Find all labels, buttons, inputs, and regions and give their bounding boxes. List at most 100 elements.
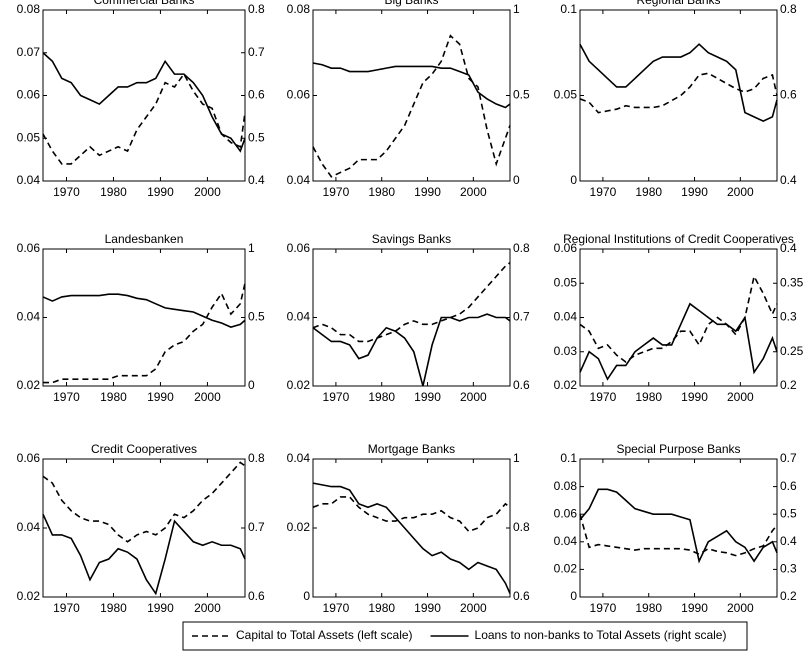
y-tick-label: 0.03 xyxy=(554,344,578,358)
x-tick-label: 1990 xyxy=(147,601,174,615)
y-tick-label: 0.04 xyxy=(554,534,578,548)
y2-tick-label: 0.4 xyxy=(780,241,797,255)
series-line xyxy=(42,293,246,328)
series-line xyxy=(312,262,511,343)
series-line xyxy=(579,488,778,564)
y-tick-label: 0.02 xyxy=(554,378,578,392)
y2-tick-label: 0.2 xyxy=(780,589,797,603)
x-tick-label: 2000 xyxy=(194,390,221,404)
panel-title: Regional Banks xyxy=(636,0,720,7)
y-tick-label: 0.05 xyxy=(554,275,578,289)
y-tick-label: 0.04 xyxy=(17,173,41,187)
x-tick-label: 1990 xyxy=(414,390,441,404)
y-tick-label: 0.06 xyxy=(554,241,578,255)
y2-tick-label: 0.8 xyxy=(248,451,265,465)
series-line xyxy=(579,72,778,114)
series-line xyxy=(43,283,246,384)
y-tick-label: 0.06 xyxy=(17,88,41,102)
plot-frame xyxy=(312,9,511,182)
y2-tick-label: 0.6 xyxy=(513,378,530,392)
x-tick-label: 1970 xyxy=(590,185,617,199)
x-tick-label: 2000 xyxy=(727,390,754,404)
y-tick-label: 0.05 xyxy=(17,130,41,144)
y2-tick-label: 0.35 xyxy=(780,275,804,289)
x-tick-label: 1990 xyxy=(414,601,441,615)
y-tick-label: 0.06 xyxy=(554,506,578,520)
y2-tick-label: 0.8 xyxy=(513,520,530,534)
y-tick-label: 0.04 xyxy=(287,173,311,187)
series-line xyxy=(42,461,246,543)
y-tick-label: 0.06 xyxy=(287,88,311,102)
series-line xyxy=(579,302,778,381)
legend-label: Loans to non-banks to Total Assets (righ… xyxy=(475,628,727,642)
y2-tick-label: 0.7 xyxy=(780,451,797,465)
x-tick-label: 1970 xyxy=(323,390,350,404)
x-tick-label: 1990 xyxy=(414,185,441,199)
y-tick-label: 0 xyxy=(303,589,310,603)
y-tick-label: 0.02 xyxy=(554,562,578,576)
y2-tick-label: 0.6 xyxy=(780,88,797,102)
y2-tick-label: 0.7 xyxy=(513,310,530,324)
plot-frame xyxy=(312,458,511,598)
panel-title: Special Purpose Banks xyxy=(616,442,740,456)
y-tick-label: 0.04 xyxy=(287,451,311,465)
x-tick-label: 2000 xyxy=(460,390,487,404)
y2-tick-label: 0.2 xyxy=(780,378,797,392)
x-tick-label: 1980 xyxy=(100,601,127,615)
x-tick-label: 2000 xyxy=(460,185,487,199)
x-tick-label: 2000 xyxy=(727,601,754,615)
panel-title: Landesbanken xyxy=(105,232,184,246)
y2-tick-label: 0.8 xyxy=(513,241,530,255)
y-tick-label: 0.02 xyxy=(17,378,41,392)
series-line xyxy=(312,482,511,594)
x-tick-label: 1970 xyxy=(53,185,80,199)
y2-tick-label: 0.7 xyxy=(248,45,265,59)
y2-tick-label: 0.6 xyxy=(780,479,797,493)
y2-tick-label: 0.5 xyxy=(248,130,265,144)
y2-tick-label: 0.4 xyxy=(780,173,797,187)
x-tick-label: 1990 xyxy=(681,185,708,199)
y-tick-label: 0.04 xyxy=(554,310,578,324)
x-tick-label: 1980 xyxy=(368,601,395,615)
y2-tick-label: 0.4 xyxy=(780,534,797,548)
y2-tick-label: 0.8 xyxy=(780,2,797,16)
series-line xyxy=(42,72,246,165)
y2-tick-label: 0 xyxy=(513,173,520,187)
x-tick-label: 1990 xyxy=(681,390,708,404)
x-tick-label: 1970 xyxy=(53,601,80,615)
plot-frame xyxy=(579,9,778,182)
y-tick-label: 0.08 xyxy=(287,2,311,16)
y-tick-label: 0.06 xyxy=(17,451,41,465)
y2-tick-label: 0.5 xyxy=(248,310,265,324)
y-tick-label: 0.06 xyxy=(287,241,311,255)
x-tick-label: 1980 xyxy=(100,185,127,199)
x-tick-label: 1980 xyxy=(635,185,662,199)
x-tick-label: 1980 xyxy=(100,390,127,404)
y-tick-label: 0.1 xyxy=(560,451,577,465)
x-tick-label: 2000 xyxy=(727,185,754,199)
y2-tick-label: 0.5 xyxy=(780,506,797,520)
series-line xyxy=(312,496,511,533)
y-tick-label: 0.04 xyxy=(287,310,311,324)
y2-tick-label: 0.25 xyxy=(780,344,804,358)
plot-frame xyxy=(42,458,246,598)
y-tick-label: 0 xyxy=(570,173,577,187)
y2-tick-label: 0 xyxy=(248,378,255,392)
y2-tick-label: 0.7 xyxy=(248,520,265,534)
plot-frame xyxy=(579,458,778,598)
x-tick-label: 1970 xyxy=(590,601,617,615)
y-tick-label: 0.02 xyxy=(287,520,311,534)
y-tick-label: 0.05 xyxy=(554,88,578,102)
panel-title: Commercial Banks xyxy=(94,0,195,7)
series-line xyxy=(312,34,511,178)
series-line xyxy=(42,513,246,596)
y-tick-label: 0 xyxy=(570,589,577,603)
y-tick-label: 0.06 xyxy=(17,241,41,255)
y2-tick-label: 1 xyxy=(513,451,520,465)
y-tick-label: 0.04 xyxy=(17,310,41,324)
series-line xyxy=(42,52,246,153)
x-tick-label: 1980 xyxy=(635,601,662,615)
series-line xyxy=(579,43,778,123)
x-tick-label: 1970 xyxy=(590,390,617,404)
y-tick-label: 0.1 xyxy=(560,2,577,16)
